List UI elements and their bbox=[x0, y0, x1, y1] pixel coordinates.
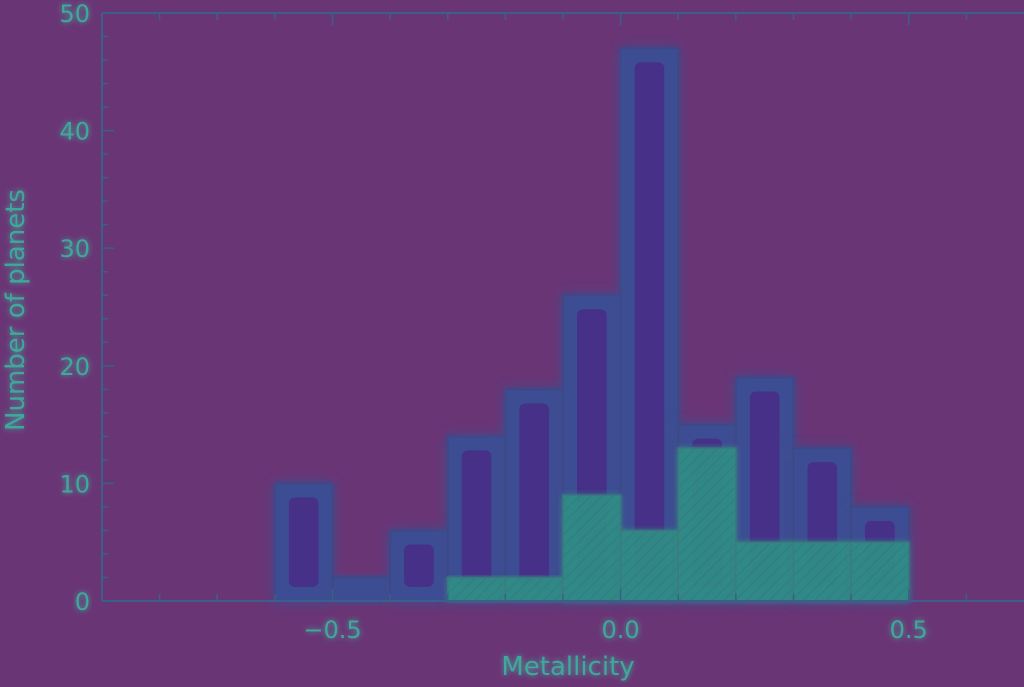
bar-subset bbox=[504, 576, 564, 602]
bar-subset bbox=[735, 541, 795, 602]
y-tick-label: 0 bbox=[75, 588, 90, 616]
y-tick-label: 10 bbox=[59, 470, 90, 498]
bar-subset bbox=[792, 541, 852, 602]
bar-total-core bbox=[288, 497, 319, 587]
y-axis-label: Number of planets bbox=[1, 189, 31, 431]
x-tick-label: −0.5 bbox=[303, 616, 361, 644]
y-tick-label: 50 bbox=[59, 0, 90, 28]
histogram-subset-series bbox=[447, 447, 910, 602]
x-ticks: −0.5 0.0 0.5 bbox=[158, 13, 968, 644]
bar-total-core bbox=[634, 62, 665, 587]
y-ticks: 0 10 20 30 40 50 bbox=[59, 0, 114, 616]
bar-subset bbox=[562, 494, 622, 602]
bar-total-core bbox=[461, 450, 492, 587]
x-tick-label: 0.5 bbox=[890, 616, 928, 644]
bar-subset bbox=[619, 529, 679, 602]
y-tick-label: 30 bbox=[59, 235, 90, 263]
bar-subset bbox=[850, 541, 910, 602]
bar-subset bbox=[677, 447, 737, 602]
histogram-outer-series bbox=[273, 47, 910, 603]
x-axis-label: Metallicity bbox=[501, 652, 634, 682]
bar-total bbox=[331, 576, 392, 602]
bar-total-core bbox=[749, 391, 780, 587]
bar-total-core bbox=[404, 544, 434, 587]
y-tick-label: 40 bbox=[59, 118, 90, 146]
y-tick-label: 20 bbox=[59, 353, 90, 381]
x-tick-label: 0.0 bbox=[602, 616, 640, 644]
bar-subset bbox=[447, 576, 507, 602]
bar-total-core bbox=[519, 403, 549, 587]
